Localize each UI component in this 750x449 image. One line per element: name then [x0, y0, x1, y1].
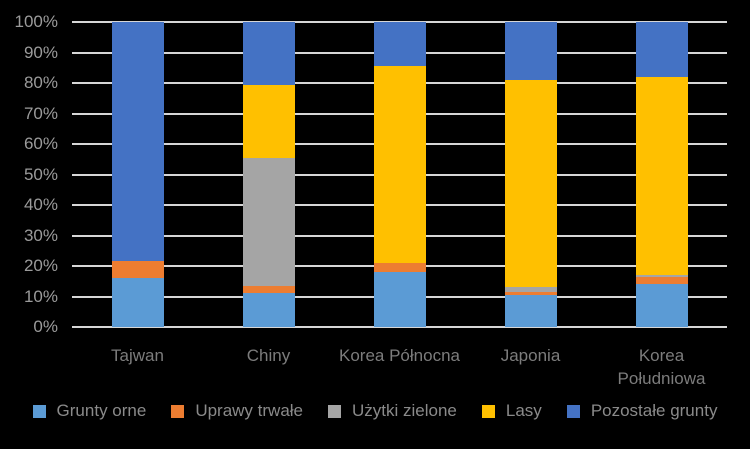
bar-japonia — [504, 22, 557, 327]
segment-lasy-chiny — [242, 84, 295, 158]
x-axis-label-line: Korea — [638, 346, 685, 365]
segment-użytki-zielone-chiny — [242, 157, 295, 286]
legend-label-użytki-zielone: Użytki zielone — [352, 401, 457, 420]
segment-lasy-korea-północna — [373, 66, 426, 263]
segment-pozostałe-grunty-japonia — [504, 22, 557, 80]
legend-item-użytki-zielone: Użytki zielone — [328, 401, 457, 421]
segment-użytki-zielone-japonia — [504, 287, 557, 292]
legend-item-lasy: Lasy — [481, 401, 542, 421]
gridline-0% — [72, 326, 727, 328]
segment-grunty-orne-japonia — [504, 295, 557, 327]
x-axis-label-line: Chiny — [246, 346, 291, 365]
legend-label-pozostałe-grunty: Pozostałe grunty — [590, 401, 718, 420]
legend-item-grunty-orne: Grunty orne — [32, 401, 147, 421]
y-axis-tick-label-10%: 10% — [23, 286, 58, 306]
x-axis-label-line: Korea Północna — [339, 346, 460, 365]
legend-swatch-grunty-orne — [32, 404, 46, 418]
segment-grunty-orne-chiny — [242, 293, 295, 327]
segment-użytki-zielone-korea-południowa — [635, 275, 688, 277]
x-axis-label-japonia: Japonia — [451, 344, 611, 367]
x-axis-label-tajwan: Tajwan — [58, 344, 218, 367]
segment-grunty-orne-korea-północna — [373, 272, 426, 327]
legend-swatch-pozostałe-grunty — [566, 404, 580, 418]
y-axis-tick-label-50%: 50% — [23, 164, 58, 184]
legend: Grunty orne Uprawy trwałe Użytki zielone La… — [0, 401, 750, 421]
segment-lasy-korea-południowa — [635, 76, 688, 276]
x-axis-label-line: Japonia — [500, 346, 561, 365]
y-axis-tick-label-70%: 70% — [23, 103, 58, 123]
y-axis-tick-label-80%: 80% — [23, 73, 58, 92]
segment-uprawy-trwałe-tajwan — [111, 261, 164, 279]
segment-pozostałe-grunty-korea-południowa — [635, 22, 688, 77]
legend-item-pozostałe-grunty: Pozostałe grunty — [566, 401, 718, 421]
x-axis-label-line: Południowa — [617, 369, 706, 388]
x-axis-label-korea-południowa: Korea Południowa — [582, 344, 742, 390]
y-axis-tick-label-40%: 40% — [23, 195, 58, 214]
bar-chiny — [242, 22, 295, 327]
segment-uprawy-trwałe-japonia — [504, 291, 557, 295]
y-axis-tick-label-0%: 0% — [33, 317, 58, 336]
legend-label-uprawy-trwałe: Uprawy trwałe — [195, 401, 304, 420]
segment-pozostałe-grunty-chiny — [242, 22, 295, 85]
legend-swatch-lasy — [481, 404, 495, 418]
segment-uprawy-trwałe-korea-południowa — [635, 276, 688, 285]
y-axis-tick-label-30%: 30% — [23, 225, 58, 245]
segment-pozostałe-grunty-tajwan — [111, 22, 164, 262]
bar-korea-południowa — [635, 22, 688, 327]
y-axis-tick-label-20%: 20% — [23, 256, 58, 275]
y-axis-tick-label-90%: 90% — [23, 42, 58, 62]
segment-grunty-orne-tajwan — [111, 278, 164, 327]
y-axis-tick-label-100%: 100% — [14, 12, 58, 31]
x-axis-label-korea-północna: Korea Północna — [320, 344, 480, 367]
segment-uprawy-trwałe-chiny — [242, 285, 295, 294]
x-axis-label-line: Tajwan — [111, 346, 164, 365]
segment-grunty-orne-korea-południowa — [635, 284, 688, 327]
segment-uprawy-trwałe-korea-północna — [373, 263, 426, 273]
legend-swatch-użytki-zielone — [328, 404, 342, 418]
bar-korea-północna — [373, 22, 426, 327]
bar-tajwan — [111, 22, 164, 327]
legend-label-grunty-orne: Grunty orne — [56, 401, 147, 420]
legend-swatch-uprawy-trwałe — [171, 404, 185, 418]
segment-pozostałe-grunty-korea-północna — [373, 22, 426, 67]
legend-item-uprawy-trwałe: Uprawy trwałe — [171, 401, 303, 421]
segment-lasy-japonia — [504, 79, 557, 288]
y-axis-tick-label-60%: 60% — [23, 134, 58, 153]
legend-label-lasy: Lasy — [505, 401, 542, 420]
x-axis-label-chiny: Chiny — [189, 344, 349, 367]
